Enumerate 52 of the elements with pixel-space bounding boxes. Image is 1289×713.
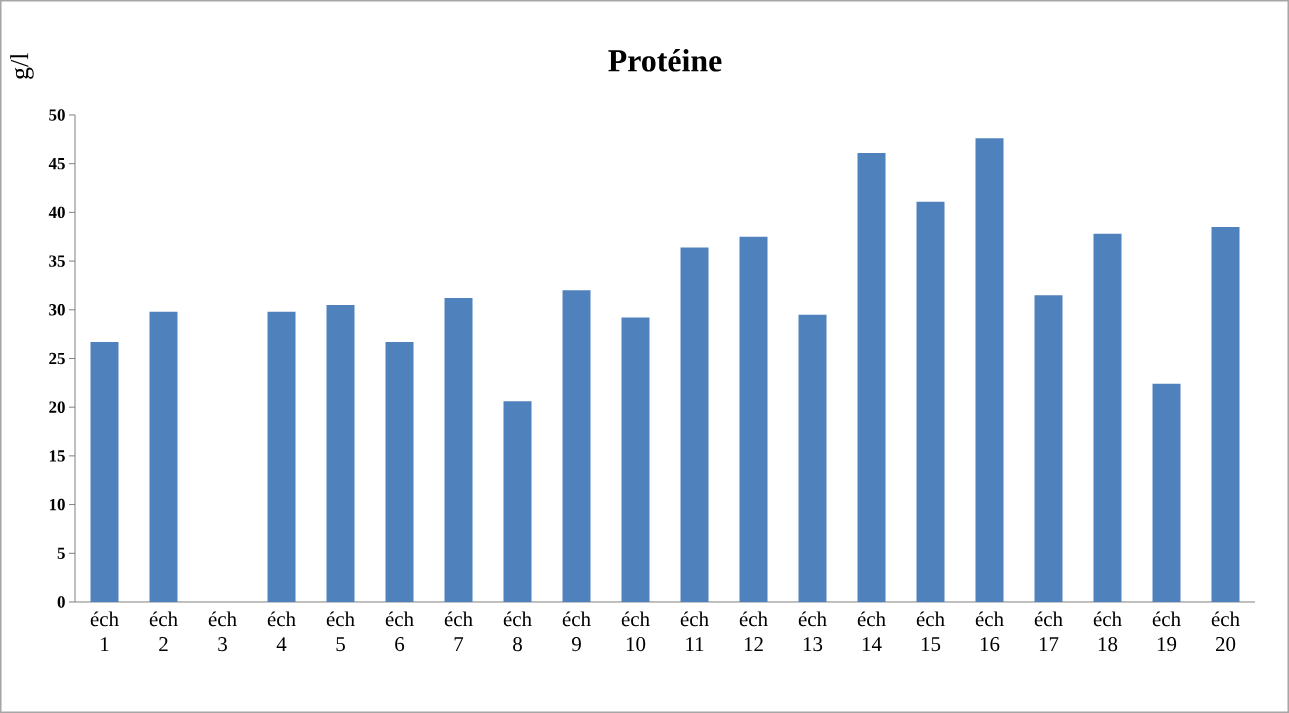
bar [1152,383,1181,602]
x-tick-label: éch 17 [1034,611,1063,651]
x-tick-label: éch 13 [798,611,827,652]
y-tick-label: 15 [49,450,65,462]
x-tick-label: éch 6 [385,611,414,652]
y-tick-label: 20 [49,401,65,413]
y-tick-label: 40 [48,206,65,219]
x-tick-label: éch 10 [621,611,650,652]
x-tick-label: éch 15 [916,611,945,652]
bar [1211,226,1240,602]
x-tick-label: éch 5 [326,611,355,652]
x-tick-label: éch 20 [1211,611,1240,652]
bar [798,314,827,602]
bar [1093,233,1122,602]
y-axis-title: g/l [10,53,34,79]
x-tick-label: éch 7 [444,611,473,651]
y-tick-label: 45 [48,158,65,170]
y-tick-label: 50 [49,109,65,121]
y-tick-label: 5 [57,547,65,559]
y-tick-label: 0 [57,596,65,608]
bar [1034,295,1063,602]
bar [857,152,886,602]
bar [916,201,945,602]
x-tick-label: éch 11 [680,611,709,651]
x-tick-label: éch 16 [975,611,1004,652]
chart-title: Protéine [608,49,722,72]
bar [90,341,119,602]
x-tick-label: éch 18 [1093,611,1122,652]
y-tick-label: 30 [49,304,65,316]
bar [326,304,355,602]
bar [621,317,650,602]
y-tick-label: 10 [49,498,65,511]
x-tick-label: éch 12 [739,611,768,651]
bar [739,236,768,602]
bar [562,290,591,602]
x-tick-label: éch 3 [208,611,237,652]
bar [680,247,709,602]
y-tick-label: 25 [49,352,65,365]
x-tick-label: éch 8 [503,611,532,652]
y-tick-label: 35 [49,255,65,267]
x-tick-label: éch 19 [1152,611,1181,652]
bar [267,311,296,602]
x-tick-label: éch 2 [149,611,178,651]
bar [975,138,1004,602]
bar [149,311,178,602]
x-tick-label: éch 14 [857,611,886,651]
bar [385,341,414,602]
x-tick-label: éch 9 [562,611,591,652]
bar [503,401,532,602]
x-tick-label: éch 4 [267,611,296,651]
bar [444,298,473,602]
x-tick-label: éch 1 [90,611,119,651]
